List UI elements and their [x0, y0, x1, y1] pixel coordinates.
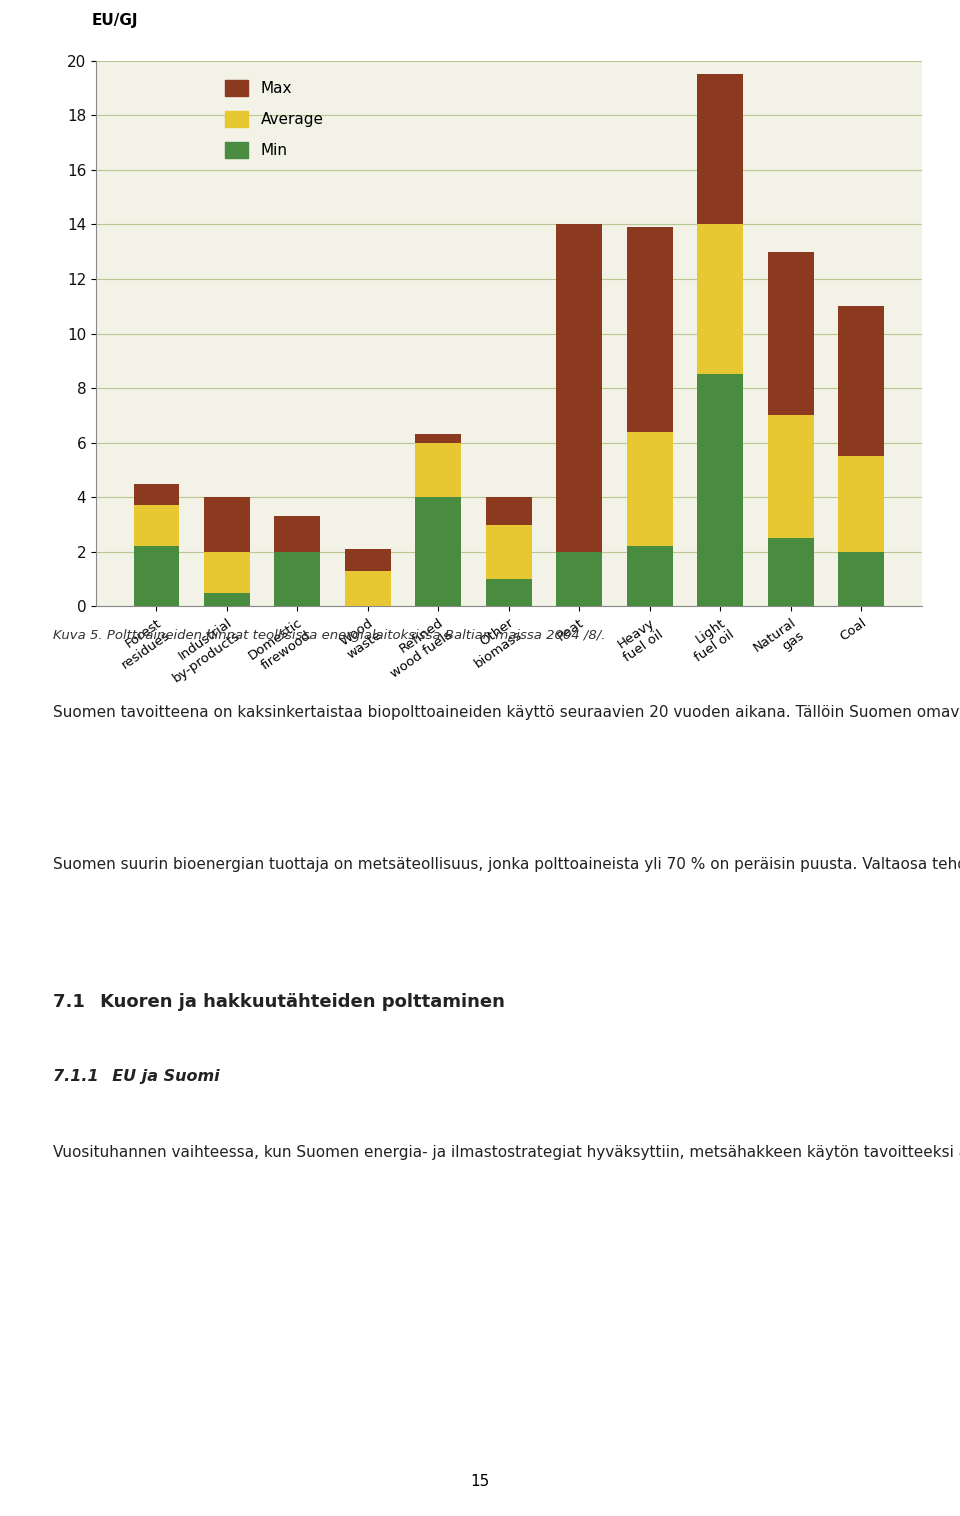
Bar: [697, 74, 743, 224]
Bar: [486, 497, 532, 525]
Bar: [133, 505, 180, 546]
Bar: [627, 227, 673, 432]
Bar: [557, 224, 602, 552]
Text: Suomen tavoitteena on kaksinkertaistaa biopolttoaineiden käyttö seuraavien 20 vu: Suomen tavoitteena on kaksinkertaistaa b…: [53, 705, 960, 720]
Text: Kuva 5. Polttoaineiden hinnat teollisissa energialaitoksissa Baltian maissa 2004: Kuva 5. Polttoaineiden hinnat teollisiss…: [53, 629, 606, 643]
Text: Vuosituhannen vaihteessa, kun Suomen energia- ja ilmastostrategiat hyväksyttiin,: Vuosituhannen vaihteessa, kun Suomen ene…: [53, 1145, 960, 1160]
Bar: [627, 546, 673, 606]
Bar: [557, 552, 602, 606]
Bar: [133, 484, 180, 505]
Bar: [345, 549, 391, 572]
Bar: [133, 546, 180, 606]
Bar: [697, 224, 743, 374]
Bar: [416, 443, 461, 497]
Text: 15: 15: [470, 1474, 490, 1489]
Legend: Max, Average, Min: Max, Average, Min: [219, 74, 329, 164]
Bar: [838, 552, 884, 606]
Bar: [345, 572, 391, 606]
Bar: [416, 497, 461, 606]
Bar: [768, 252, 813, 415]
Bar: [768, 538, 813, 606]
Bar: [275, 552, 321, 606]
Bar: [768, 415, 813, 538]
Bar: [204, 552, 250, 593]
Text: 7.1.1  EU ja Suomi: 7.1.1 EU ja Suomi: [53, 1069, 220, 1084]
Text: Suomen suurin bioenergian tuottaja on metsäteollisuus, jonka polttoaineista yli : Suomen suurin bioenergian tuottaja on me…: [53, 857, 960, 872]
Text: 7.1  Kuoren ja hakkuutähteiden polttaminen: 7.1 Kuoren ja hakkuutähteiden polttamine…: [53, 993, 505, 1011]
Bar: [838, 456, 884, 552]
Bar: [275, 517, 321, 552]
Bar: [697, 374, 743, 606]
Bar: [838, 306, 884, 456]
Bar: [627, 432, 673, 546]
Bar: [204, 593, 250, 606]
Bar: [204, 497, 250, 552]
Bar: [416, 435, 461, 443]
Text: EU/GJ: EU/GJ: [92, 14, 138, 27]
Bar: [486, 579, 532, 606]
Bar: [486, 525, 532, 579]
